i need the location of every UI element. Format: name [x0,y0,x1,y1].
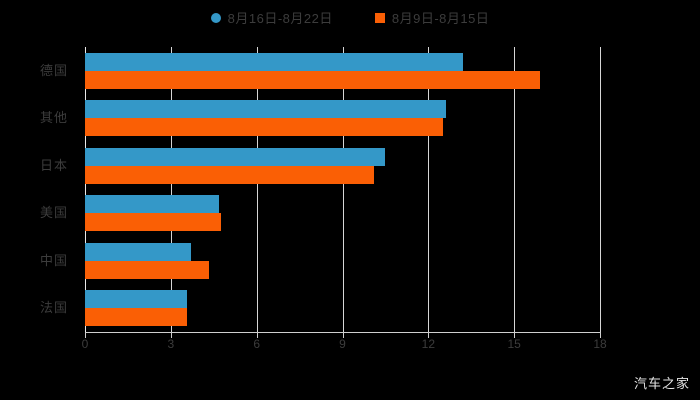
x-axis-tick-label: 3 [167,337,175,351]
bar[interactable] [85,290,187,309]
gridline [428,47,430,332]
gridlines [85,47,601,332]
chart-legend: 8月16日-8月22日 8月9日-8月15日 [0,8,700,27]
bar[interactable] [85,118,443,137]
gridline [256,47,258,332]
x-axis-tick-label: 15 [507,337,521,351]
y-axis-label: 日本 [39,157,68,173]
x-axis-ticks: 0 3 6 9 12 15 18 [0,333,700,353]
x-axis-tick-label: 12 [421,337,436,351]
bar-series-container [85,47,600,332]
bar[interactable] [85,100,446,119]
x-axis-tick-mark [342,333,344,338]
bar-group [85,242,600,279]
gridline [514,47,516,332]
bar[interactable] [85,195,220,214]
bar[interactable] [85,213,221,232]
bar-group [85,100,600,137]
y-axis-label: 其他 [39,110,68,126]
y-axis-label: 美国 [39,205,68,221]
legend-item[interactable]: 8月9日-8月15日 [374,8,490,27]
square-marker-icon [374,12,385,23]
plot-area [85,47,601,332]
circle-marker-icon [210,12,221,23]
x-axis-tick-label: 0 [81,337,89,351]
legend-item-label: 8月9日-8月15日 [391,11,490,26]
bar[interactable] [85,260,210,279]
bar[interactable] [85,242,191,261]
x-axis-tick-mark [256,333,258,338]
x-axis-tick-mark [600,333,601,338]
x-axis-tick-label: 6 [253,337,260,351]
bar-group [85,52,600,89]
x-axis-tick-mark [514,333,516,338]
bar[interactable] [85,52,463,71]
gridline [170,47,172,332]
x-axis-tick-label: 9 [339,337,346,351]
gridline [342,47,344,332]
bar-group [85,147,600,184]
bar[interactable] [85,147,386,166]
bar[interactable] [85,70,540,89]
y-axis-label: 德国 [39,62,68,78]
x-axis-line [85,332,601,333]
watermark-label: 汽车之家 [633,376,690,391]
x-axis-tick-label: 18 [593,337,607,351]
gridline [600,47,601,332]
x-axis-tick-mark [85,333,86,338]
y-axis-line [85,47,86,332]
bar-group [85,290,600,327]
legend-item-label: 8月16日-8月22日 [227,11,333,26]
y-axis-category-labels: 德国其他日本美国中国法国 [0,47,78,332]
y-axis-label: 法国 [39,300,68,316]
bar[interactable] [85,165,374,184]
x-axis-tick-mark [170,333,172,338]
legend-item[interactable]: 8月16日-8月22日 [210,8,333,27]
y-axis-label: 中国 [39,252,68,268]
bar[interactable] [85,308,187,327]
bar-group [85,195,600,232]
x-axis-tick-mark [428,333,430,338]
